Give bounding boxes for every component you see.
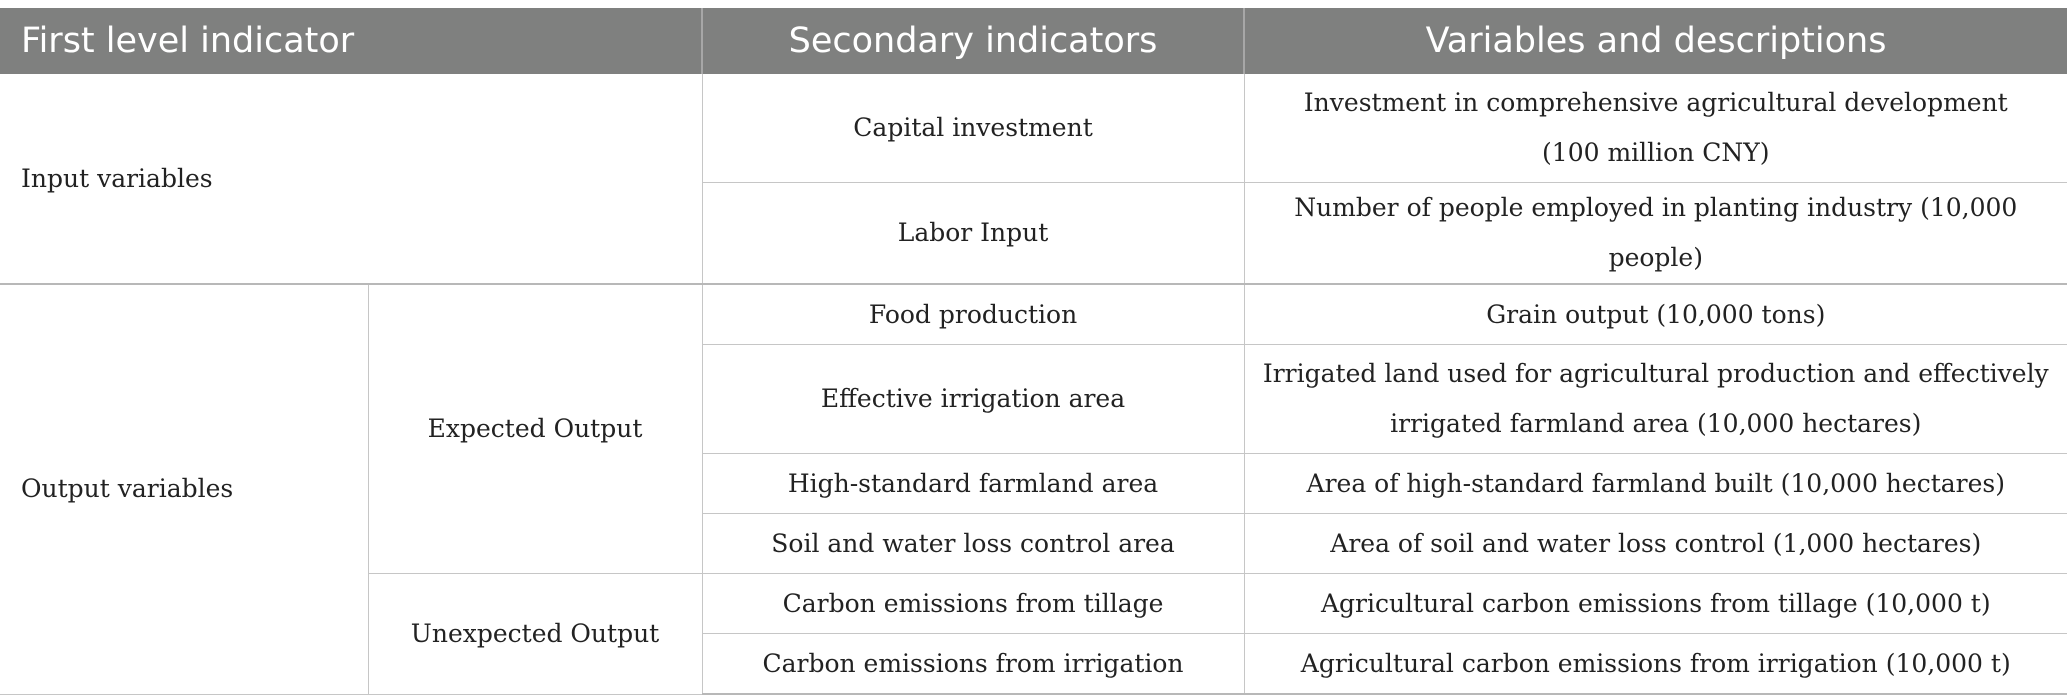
table-row: Labor Input Number of people employed in…: [0, 182, 2067, 285]
description-line: (100 million CNY): [1542, 138, 1770, 167]
secondary-cell: Soil and water loss control area: [702, 513, 1245, 574]
table-row: Unexpected Output Carbon emissions from …: [0, 573, 2067, 695]
first-level-input: Input variables: [0, 74, 703, 285]
output-group-unexpected: Unexpected Output: [368, 573, 703, 695]
secondary-cell: Effective irrigation area: [702, 344, 1245, 454]
secondary-cell: Food production: [701, 283, 1245, 345]
description-cell: Investment in comprehensive agricultural…: [1243, 74, 2067, 183]
description-cell: Area of high-standard farmland built (10…: [1243, 453, 2067, 514]
table-row: High-standard farmland area Area of high…: [0, 453, 2067, 514]
output-group-expected: Expected Output: [367, 283, 703, 574]
secondary-cell: Carbon emissions from irrigation: [702, 633, 1245, 695]
secondary-cell: Labor Input: [702, 182, 1245, 285]
indicator-table: First level indicator Secondary indicato…: [0, 8, 2067, 695]
description-line: Irrigated land used for agricultural pro…: [1262, 359, 2049, 388]
table-row: Output variables Expected Output Food pr…: [0, 283, 2067, 695]
secondary-cell: Carbon emissions from tillage: [701, 573, 1245, 634]
header-first-level: First level indicator: [0, 8, 703, 74]
table-row: Input variables Capital investment Inves…: [0, 74, 2067, 285]
header-row: First level indicator Secondary indicato…: [0, 8, 2067, 74]
description-line: Investment in comprehensive agricultural…: [1303, 88, 2008, 117]
header-variables: Variables and descriptions: [1243, 8, 2067, 74]
first-level-output: Output variables: [0, 283, 369, 695]
description-cell: Area of soil and water loss control (1,0…: [1243, 513, 2067, 574]
secondary-cell: Capital investment: [701, 74, 1245, 183]
description-cell: Grain output (10,000 tons): [1243, 283, 2067, 345]
table-header: First level indicator Secondary indicato…: [0, 8, 2067, 74]
description-line: irrigated farmland area (10,000 hectares…: [1390, 409, 1922, 438]
description-cell: Irrigated land used for agricultural pro…: [1243, 344, 2067, 454]
description-cell: Agricultural carbon emissions from irrig…: [1243, 633, 2067, 695]
table-row: Soil and water loss control area Area of…: [0, 513, 2067, 574]
header-secondary: Secondary indicators: [701, 8, 1245, 74]
description-cell: Agricultural carbon emissions from tilla…: [1243, 573, 2067, 634]
secondary-cell: High-standard farmland area: [702, 453, 1245, 514]
table-body: Input variables Capital investment Inves…: [0, 74, 2067, 695]
description-cell: Number of people employed in planting in…: [1243, 182, 2067, 285]
